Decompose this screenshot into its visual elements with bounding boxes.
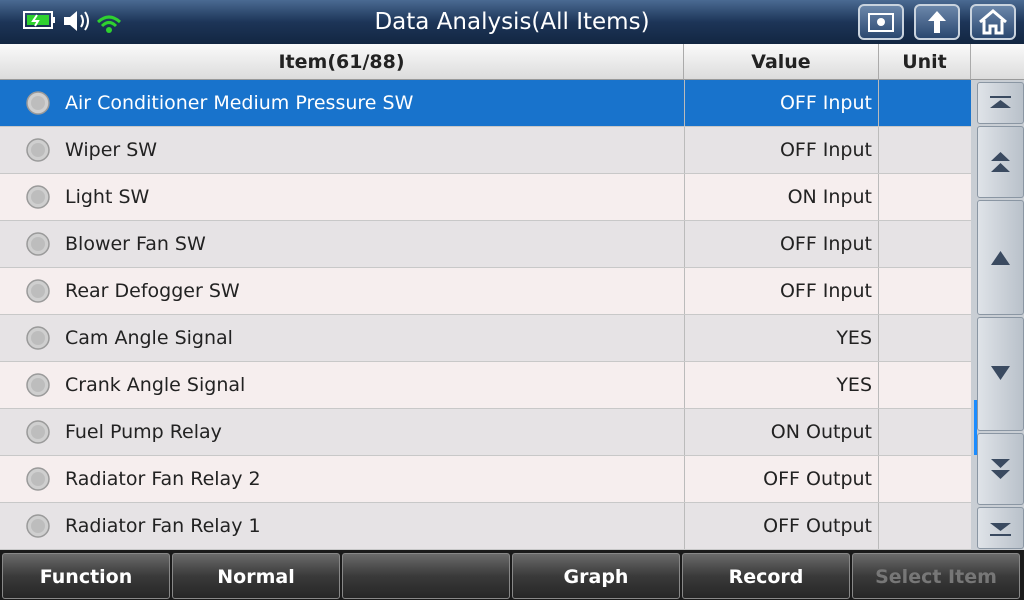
item-value: OFF Input [684,80,879,126]
item-name: Blower Fan SW [65,233,206,255]
column-header: Value [684,44,879,80]
item-value: YES [684,315,879,361]
radio[interactable] [23,417,53,447]
table-row[interactable]: Light SW ON Input [0,174,971,221]
screenshot-button[interactable] [858,4,904,40]
radio[interactable] [23,276,53,306]
item-value: YES [684,362,879,408]
item-name: Fuel Pump Relay [65,421,222,443]
radio[interactable] [23,511,53,541]
table-row[interactable]: Radiator Fan Relay 2 OFF Output [0,456,971,503]
table-row[interactable]: Rear Defogger SW OFF Input [0,268,971,315]
title: Data Analysis(All Items) [374,9,650,35]
scroll-page-up[interactable] [977,126,1024,198]
top-bar [0,0,1024,44]
item-name: Radiator Fan Relay 1 [65,515,261,537]
column-header: Unit [879,44,971,80]
table-row[interactable]: Blower Fan SW OFF Input [0,221,971,268]
scroll-top[interactable] [977,82,1024,124]
radio[interactable] [23,323,53,353]
item-name: Light SW [65,186,150,208]
table-row[interactable]: Cam Angle Signal YES [0,315,971,362]
table-row[interactable]: Crank Angle Signal YES [0,362,971,409]
scroll-down[interactable] [977,317,1024,431]
column-header: Item(61/88) [0,44,684,80]
radio[interactable] [23,229,53,259]
table-row[interactable]: Wiper SW OFF Input [0,127,971,174]
item-value: OFF Output [684,503,879,549]
table-row[interactable]: Fuel Pump Relay ON Output [0,409,971,456]
item-name: Rear Defogger SW [65,280,240,302]
table-row[interactable]: Air Conditioner Medium Pressure SW OFF In… [0,80,971,127]
item-name: Crank Angle Signal [65,374,246,396]
scroll-indicator [974,400,977,455]
item-name: Air Conditioner Medium Pressure SW [65,92,414,114]
footer-button[interactable]: Record [682,553,850,599]
scroll-page-down[interactable] [977,433,1024,505]
item-value: OFF Input [684,127,879,173]
footer-button[interactable]: Graph [512,553,680,599]
footer-button[interactable]: Normal [172,553,340,599]
item-value: OFF Output [684,456,879,502]
radio[interactable] [23,135,53,165]
item-value: ON Output [684,409,879,455]
radio[interactable] [23,464,53,494]
item-name: Radiator Fan Relay 2 [65,468,261,490]
table-row[interactable]: Radiator Fan Relay 1 OFF Output [0,503,971,550]
back-button[interactable] [914,4,960,40]
radio[interactable] [23,182,53,212]
empty-button [342,553,510,599]
item-name: Cam Angle Signal [65,327,233,349]
item-name: Wiper SW [65,139,158,161]
status-icons [23,11,122,33]
home-button[interactable] [970,4,1016,40]
footer-button: Select Item [852,553,1020,599]
scroll-bottom[interactable] [977,507,1024,549]
item-value: ON Input [684,174,879,220]
radio[interactable] [23,88,53,118]
scroll-up[interactable] [977,200,1024,315]
item-value: OFF Input [684,268,879,314]
header-corner [971,44,1024,80]
radio[interactable] [23,370,53,400]
footer-button[interactable]: Function [2,553,170,599]
item-value: OFF Input [684,221,879,267]
